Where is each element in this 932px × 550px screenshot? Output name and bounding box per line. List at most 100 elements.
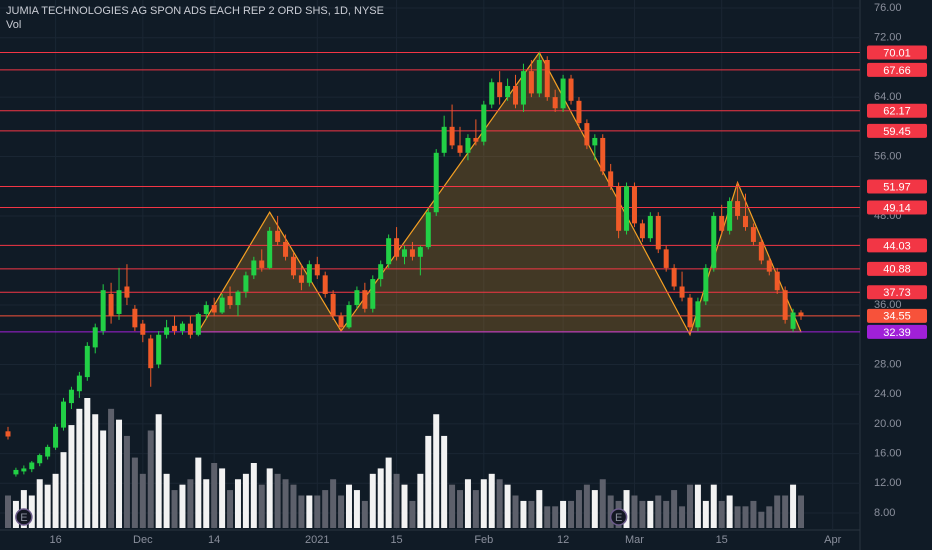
candle-body [227,296,233,306]
volume-bar [512,495,519,528]
y-tick-label: 12.00 [874,477,902,489]
level-label: 49.14 [883,202,911,214]
volume-bar [274,473,281,528]
volume-bar [425,435,432,528]
level-label-box [867,103,927,118]
volume-bar [361,500,368,528]
chart-title: JUMIA TECHNOLOGIES AG SPON ADS EACH REP … [6,5,384,17]
level-label: 59.45 [883,126,911,138]
volume-bar [219,468,226,528]
volume-bar [782,495,789,528]
level-label: 51.97 [883,181,911,193]
candle-body [449,126,455,146]
volume-bar [377,468,384,528]
volume-bar [575,490,582,528]
level-label-box [867,261,927,276]
x-tick-label: 15 [390,534,402,546]
level-label-box [867,308,927,323]
pattern-layer [197,51,802,337]
volume-bar [345,484,352,528]
candle-body [267,230,273,268]
volume-bar [100,430,107,528]
volume-bar [76,408,83,528]
y-tick-label: 36.00 [874,299,902,311]
level-label: 37.73 [883,287,911,299]
y-tick-label: 8.00 [874,507,895,519]
x-tick-label: 14 [208,534,220,546]
volume-bar [599,479,606,528]
candle-body [552,97,558,109]
candle-body [45,446,51,457]
volume-bar [583,484,590,528]
level-label-box [867,324,927,339]
candle-body [671,267,677,287]
candle-body [156,334,162,365]
candle-body [394,238,400,257]
volume-bar [679,506,686,528]
volume-bar [322,490,329,528]
candle-body [647,215,653,239]
volume-bar [401,484,408,528]
candle-body [116,290,122,314]
volume-bar [234,479,241,528]
candle-body [203,305,209,314]
candle-body [536,59,542,94]
volume-bar [726,495,733,528]
volume-bar [306,495,313,528]
level-label: 62.17 [883,106,911,118]
candle-body [164,327,170,335]
volume-bar [84,398,91,528]
y-tick-label: 28.00 [874,358,902,370]
candle-body [172,325,178,332]
volume-bar [742,506,749,528]
volume-bar [504,484,511,528]
level-label: 34.55 [883,311,911,323]
volume-bar [560,500,567,528]
candle-body [766,260,772,272]
volume-bar [766,506,773,528]
volume-bar [266,468,273,528]
candle-body [29,462,35,470]
candle-body [711,215,717,268]
candle-body [560,78,566,109]
level-label-box [867,285,927,300]
volume-bar [441,435,448,528]
volume-bar [163,473,170,528]
level-label-box [867,45,927,60]
y-tick-label: 76.00 [874,2,902,14]
y-tick-label: 20.00 [874,418,902,430]
volume-bar [227,490,234,528]
candle-body [322,275,328,294]
volume-bar [171,490,178,528]
level-label: 44.03 [883,240,911,252]
volume-bar [496,479,503,528]
x-tick-label: Feb [474,534,493,546]
volume-bar [203,479,210,528]
volume-bar [790,484,797,528]
candle-body [616,186,622,231]
volume-bar [750,500,757,528]
volume-bar [211,463,218,528]
candle-body [386,238,392,265]
volume-bar [472,490,479,528]
candle-body [798,312,804,316]
volume-bar [607,495,614,528]
volume-bar [639,500,646,528]
candle-body [425,212,431,248]
volume-bar [242,473,249,528]
volume-bar [536,490,543,528]
candle-body [13,469,19,475]
candle-body [742,215,748,228]
volume-bar [568,500,575,528]
volume-bar [623,490,630,528]
volume-bar [464,479,471,528]
candle-body [544,59,550,98]
event-marker [15,508,33,526]
volume-bar [655,495,662,528]
candle-body [354,290,360,306]
level-label-box [867,123,927,138]
candle-body [735,201,741,216]
level-label: 67.66 [883,65,911,77]
volume-bar [353,490,360,528]
volume-bar [694,484,701,528]
